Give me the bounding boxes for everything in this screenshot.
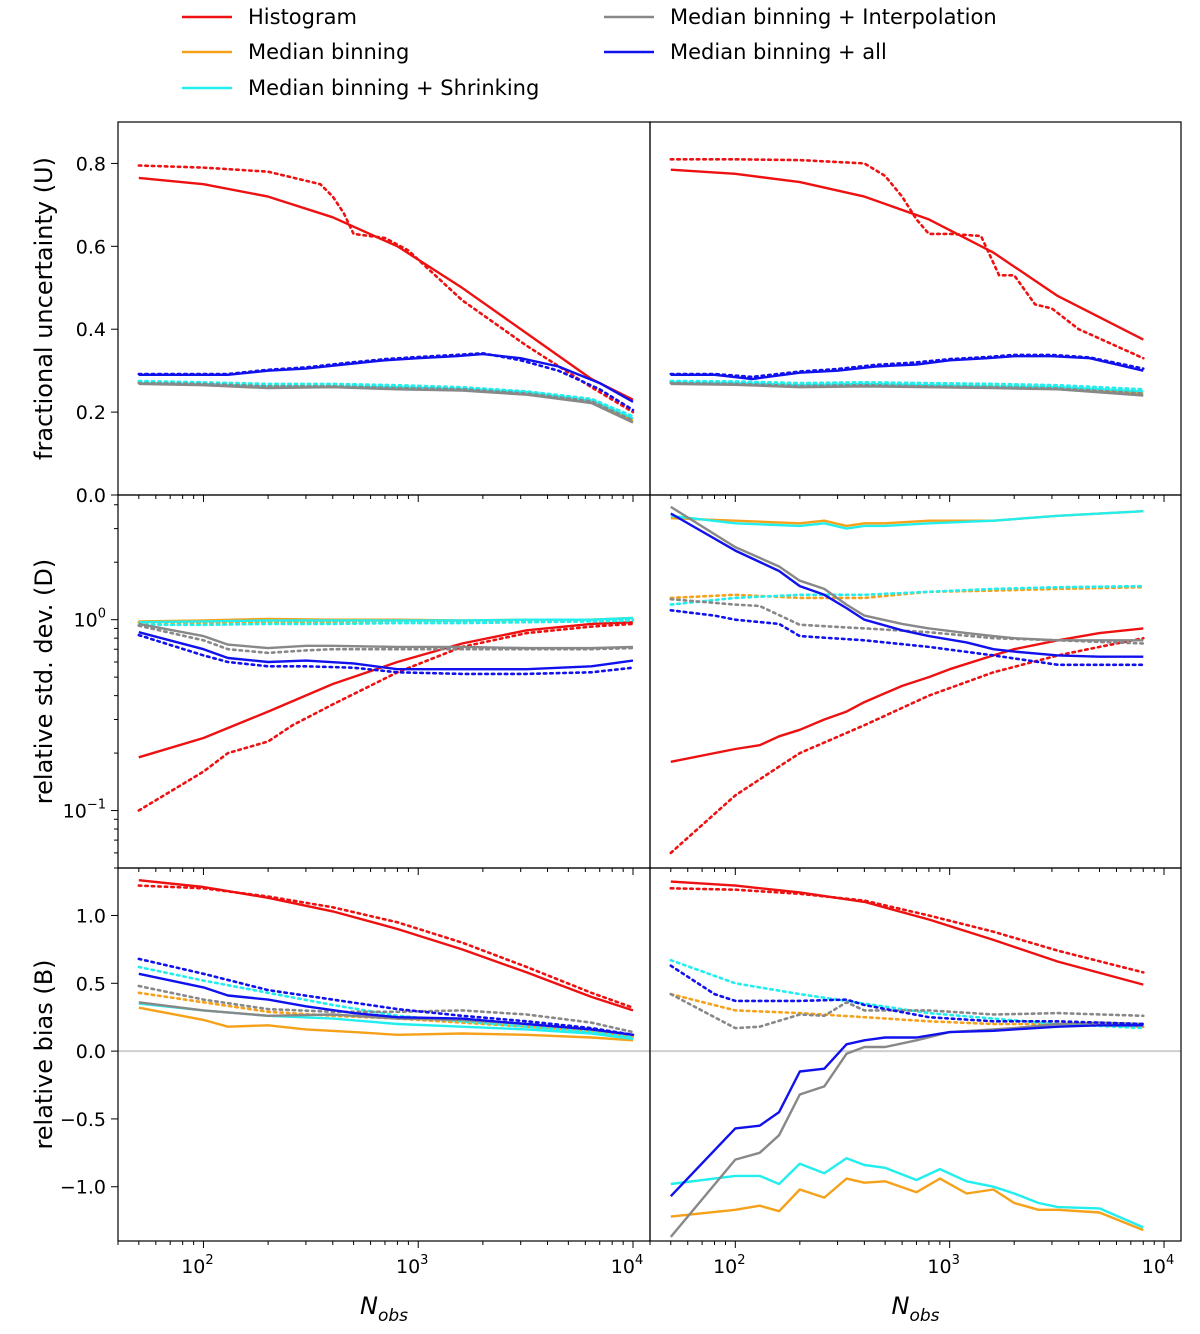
x-axis-label: Nobs	[891, 1292, 939, 1326]
series-histogram-dotted	[669, 158, 1145, 360]
panel-frame	[649, 867, 1182, 1242]
series-median-binning-dotted	[669, 585, 1145, 600]
panel-r0-c0: 0.0 0.2 0.4 0.6 0.8	[76, 121, 651, 507]
x-axis-labels: Nobs Nobs	[360, 1292, 940, 1326]
series-histogram-dotted	[669, 636, 1145, 855]
series-median-binning-interpolation-dotted	[669, 597, 1145, 645]
series-median-binning-all-dotted	[669, 609, 1145, 667]
legend-label-median-binning-shrinking: Median binning + Shrinking	[248, 76, 539, 100]
series-median-binning-shrinking-dotted	[669, 379, 1145, 391]
y-tick-label: 10−1	[63, 798, 106, 823]
y-tick-label: 0.4	[76, 319, 106, 341]
y-axis-label-row-1: relative std. dev. (D)	[30, 559, 58, 804]
series-median-binning-solid	[670, 1177, 1144, 1232]
y-tick-label: 0.5	[76, 973, 106, 995]
series-histogram-solid	[670, 627, 1144, 763]
y-tick-label: 0.6	[76, 236, 106, 258]
series-histogram-dotted	[137, 622, 635, 812]
series-median-binning-shrinking-solid	[670, 1157, 1144, 1229]
series-median-binning-all-solid	[138, 631, 634, 671]
panel-frame	[117, 121, 651, 496]
x-tick-label: 103	[927, 1253, 959, 1278]
series-median-binning-all-solid	[138, 972, 634, 1036]
y-axis-labels: fractional uncertainty (U) relative std. …	[30, 157, 58, 1150]
series-median-binning-shrinking-dotted	[137, 965, 635, 1039]
x-axis-label: Nobs	[360, 1292, 408, 1326]
series-group	[669, 880, 1145, 1238]
series-median-binning-all-solid	[138, 352, 634, 403]
series-histogram-dotted	[137, 164, 635, 414]
y-tick-label: 1.0	[76, 905, 106, 927]
series-median-binning-interpolation-dotted	[669, 992, 1145, 1030]
series-median-binning-all-dotted	[669, 353, 1145, 379]
series-median-binning-shrinking-solid	[670, 381, 1144, 393]
series-median-binning-all-solid	[670, 512, 1144, 658]
series-median-binning-shrinking-dotted	[669, 584, 1145, 606]
series-histogram-solid	[138, 176, 634, 401]
series-group	[137, 616, 635, 812]
series-histogram-dotted	[137, 884, 635, 1009]
legend-label-median-binning-all: Median binning + all	[670, 40, 887, 64]
series-median-binning-shrinking-solid	[670, 510, 1144, 530]
series-histogram-solid	[138, 621, 634, 759]
series-median-binning-interpolation-solid	[138, 622, 634, 650]
series-median-binning-solid	[138, 1006, 634, 1042]
series-median-binning-shrinking-solid	[138, 616, 634, 624]
y-axis-label-row-0: fractional uncertainty (U)	[30, 157, 58, 460]
series-histogram-solid	[670, 880, 1144, 986]
series-group	[137, 164, 635, 424]
series-median-binning-all-solid	[670, 355, 1144, 381]
series-median-binning-shrinking-dotted	[137, 379, 635, 418]
legend-label-median-binning: Median binning	[248, 40, 409, 64]
x-tick-label: 102	[181, 1253, 213, 1278]
panel-r0-c1	[649, 121, 1182, 502]
y-tick-label: 0.8	[76, 153, 106, 175]
series-median-binning-interpolation-dotted	[137, 381, 635, 422]
series-group	[669, 158, 1145, 397]
panel-r2-c0: −1.0 −0.5 0.0 0.5 1.0 102 103 104	[60, 867, 651, 1278]
legend-label-histogram: Histogram	[248, 5, 357, 29]
panel-r1-c1	[649, 494, 1182, 875]
legend: Histogram Median binning Median binning + …	[182, 5, 997, 100]
panel-r1-c0: 10−1 100	[63, 494, 651, 875]
y-tick-label: 0.0	[76, 1041, 106, 1063]
series-median-binning-interpolation-dotted	[137, 624, 635, 655]
y-tick-label: 0.0	[76, 485, 106, 507]
series-median-binning-interpolation-solid	[138, 382, 634, 424]
x-tick-label: 104	[1142, 1253, 1174, 1278]
x-tick-label: 102	[713, 1253, 745, 1278]
series-histogram-solid	[670, 168, 1144, 341]
series-median-binning-all-dotted	[137, 957, 635, 1037]
y-tick-label: 100	[74, 607, 106, 632]
series-median-binning-shrinking-dotted	[137, 619, 635, 627]
series-median-binning-shrinking-dotted	[669, 958, 1145, 1030]
x-tick-label: 103	[396, 1253, 428, 1278]
series-group	[669, 505, 1145, 855]
panel-frame	[117, 867, 651, 1242]
series-median-binning-all-solid	[669, 1024, 1144, 1198]
series-median-binning-interpolation-dotted	[137, 984, 635, 1034]
series-median-binning-interpolation-dotted	[669, 381, 1145, 395]
series-histogram-dotted	[669, 887, 1145, 974]
x-tick-label: 104	[611, 1253, 643, 1278]
panel-frame	[649, 121, 1182, 496]
series-median-binning-all-dotted	[137, 633, 635, 676]
series-median-binning-interpolation-solid	[669, 1021, 1144, 1238]
y-tick-label: 0.2	[76, 402, 106, 424]
panel-r2-c1: 102 103 104	[649, 867, 1182, 1278]
series-median-binning-all-dotted	[137, 352, 635, 412]
panel-frame	[117, 494, 651, 869]
y-axis-label-row-2: relative bias (B)	[30, 959, 58, 1149]
panels: 0.0 0.2 0.4 0.6 0.8 10−1 100 −1.0 −0.5 0.0 0.5 1.0 1…	[60, 121, 1182, 1278]
series-median-binning-all-dotted	[669, 964, 1145, 1026]
legend-label-median-binning-interpolation: Median binning + Interpolation	[670, 5, 997, 29]
y-tick-label: −1.0	[60, 1177, 106, 1199]
y-tick-label: −0.5	[60, 1109, 106, 1131]
series-group	[137, 879, 635, 1042]
